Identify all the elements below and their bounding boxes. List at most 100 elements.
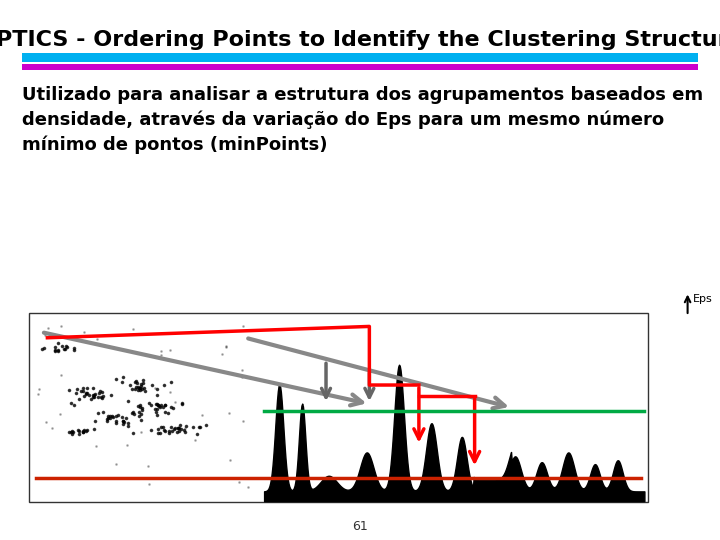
Point bbox=[81, 383, 93, 392]
Point bbox=[150, 383, 161, 392]
Point bbox=[116, 413, 127, 421]
Point bbox=[90, 441, 102, 450]
Point bbox=[36, 345, 48, 353]
Point bbox=[118, 417, 130, 426]
Point bbox=[110, 417, 122, 426]
Point bbox=[153, 402, 165, 410]
Point bbox=[150, 404, 161, 413]
Point bbox=[150, 400, 162, 409]
Point bbox=[87, 384, 99, 393]
Point bbox=[52, 347, 63, 355]
Point bbox=[91, 335, 103, 343]
Point bbox=[160, 401, 171, 409]
Point bbox=[134, 383, 145, 392]
Point bbox=[155, 429, 166, 437]
Point bbox=[104, 413, 116, 422]
Point bbox=[132, 383, 144, 391]
Point bbox=[66, 399, 77, 407]
Point bbox=[132, 379, 143, 387]
Text: Utilizado para analisar a estrutura dos agrupamentos baseados em
densidade, atra: Utilizado para analisar a estrutura dos … bbox=[22, 86, 703, 154]
Point bbox=[81, 426, 93, 434]
Point bbox=[65, 427, 76, 436]
Point bbox=[238, 417, 249, 426]
Point bbox=[38, 344, 50, 353]
Point bbox=[174, 423, 185, 432]
Point bbox=[81, 389, 92, 397]
Point bbox=[192, 429, 203, 438]
Point bbox=[222, 409, 234, 417]
Point bbox=[78, 392, 90, 401]
Point bbox=[110, 460, 122, 469]
Point bbox=[162, 409, 174, 417]
Point bbox=[135, 382, 147, 390]
Point bbox=[236, 366, 248, 374]
Point bbox=[220, 342, 232, 351]
Point bbox=[135, 416, 147, 424]
Bar bbox=[29, 313, 648, 502]
Point bbox=[166, 427, 178, 436]
Point bbox=[89, 393, 100, 401]
Point bbox=[193, 423, 204, 431]
Point bbox=[102, 413, 114, 422]
Point bbox=[55, 370, 67, 379]
Point bbox=[135, 386, 146, 395]
Point bbox=[155, 423, 166, 431]
Point bbox=[77, 427, 89, 436]
Point bbox=[68, 428, 79, 436]
Point bbox=[155, 401, 166, 410]
Point bbox=[33, 384, 45, 393]
Point bbox=[243, 483, 254, 491]
Point bbox=[152, 428, 163, 437]
Point bbox=[158, 426, 170, 435]
Point bbox=[165, 388, 176, 396]
Point bbox=[85, 395, 96, 403]
Point bbox=[148, 352, 160, 360]
Point bbox=[58, 345, 70, 353]
Point bbox=[73, 395, 85, 404]
Point bbox=[176, 425, 187, 434]
Point bbox=[117, 377, 128, 386]
Point bbox=[80, 390, 91, 399]
Point bbox=[89, 391, 100, 400]
Point bbox=[42, 324, 54, 333]
Point bbox=[176, 400, 187, 408]
Point bbox=[71, 384, 83, 393]
Point bbox=[167, 403, 179, 412]
Point bbox=[98, 408, 109, 416]
Point bbox=[77, 428, 89, 436]
Point bbox=[122, 422, 134, 430]
Point bbox=[143, 480, 155, 488]
Point bbox=[158, 422, 169, 431]
Point bbox=[50, 342, 61, 351]
Point bbox=[122, 396, 133, 405]
Point bbox=[84, 390, 95, 399]
Point bbox=[135, 380, 147, 388]
Point bbox=[179, 423, 190, 432]
Point bbox=[52, 339, 63, 347]
Point bbox=[117, 417, 129, 426]
Point bbox=[68, 343, 80, 352]
Point bbox=[201, 421, 212, 429]
Point bbox=[63, 386, 75, 395]
Point bbox=[78, 328, 89, 337]
Point bbox=[46, 424, 58, 433]
Point bbox=[151, 385, 163, 394]
Text: OPTICS - Ordering Points to Identify the Clustering Structure: OPTICS - Ordering Points to Identify the… bbox=[0, 30, 720, 51]
Point bbox=[125, 380, 136, 389]
Point bbox=[91, 409, 103, 417]
Point bbox=[150, 400, 162, 408]
Point bbox=[220, 342, 232, 351]
Point bbox=[132, 402, 143, 410]
Point bbox=[152, 401, 163, 410]
Point bbox=[77, 427, 89, 436]
Point bbox=[135, 410, 147, 418]
Point bbox=[73, 429, 85, 438]
Point bbox=[81, 389, 93, 397]
Point bbox=[163, 429, 175, 437]
Point bbox=[134, 403, 145, 411]
Point bbox=[137, 384, 148, 393]
Point bbox=[50, 346, 61, 355]
Point bbox=[130, 376, 142, 385]
Point bbox=[70, 389, 81, 397]
Point bbox=[163, 427, 175, 435]
